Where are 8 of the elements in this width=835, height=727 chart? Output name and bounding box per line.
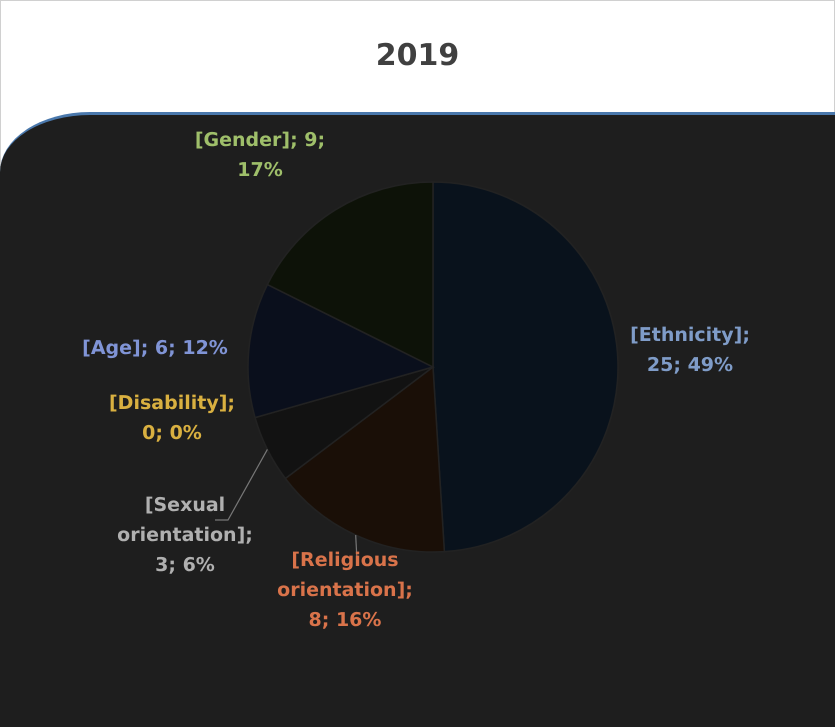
chart-title: 2019 — [374, 36, 460, 74]
slice-label: [Sexual orientation]; 3; 6% — [117, 494, 253, 576]
text: 0; 0% — [142, 422, 202, 444]
slice-label: [Religious orientation]; 8; 16% — [277, 549, 413, 631]
slice-label: [Gender]; 9; 17% — [194, 129, 326, 181]
slice-label: [Age]; 6; 12% — [82, 337, 228, 359]
category-label: [Disability]; — [109, 392, 235, 414]
slice-label: [Ethnicity]; 25; 49% — [630, 324, 750, 376]
